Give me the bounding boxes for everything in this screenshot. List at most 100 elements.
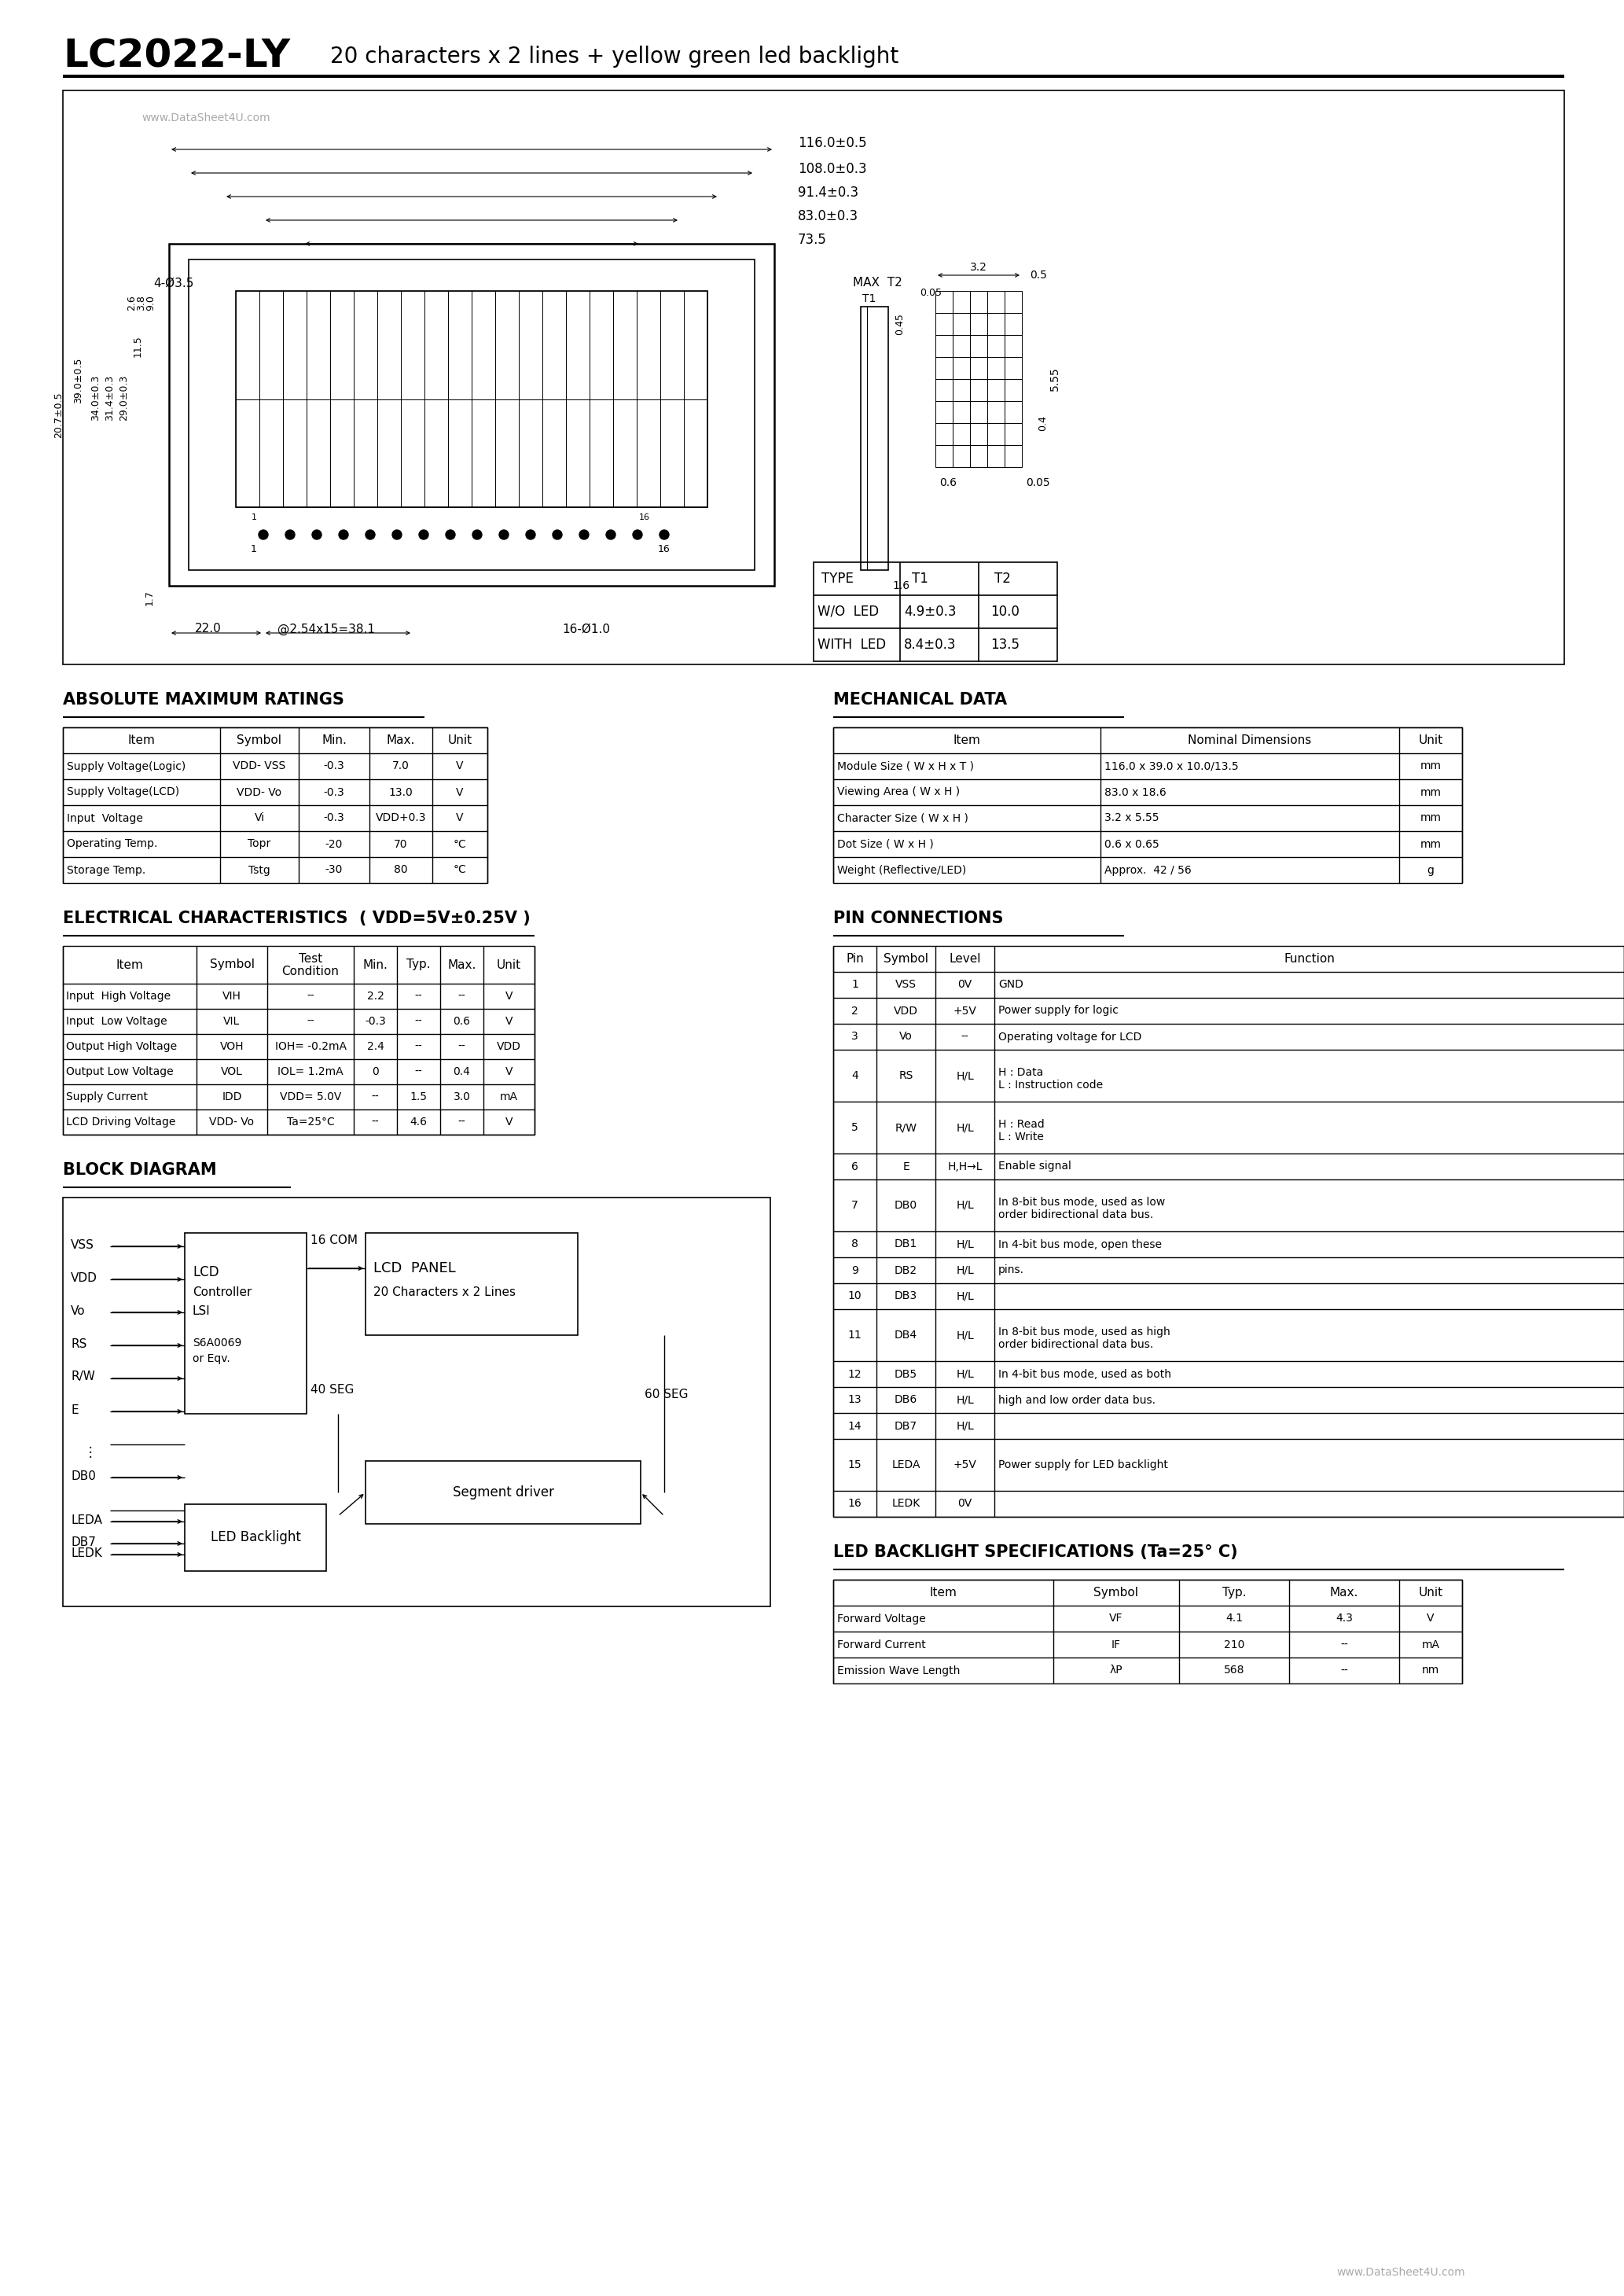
- Bar: [307, 400, 330, 507]
- Text: 568: 568: [1224, 1665, 1244, 1676]
- Text: Supply Voltage(Logic): Supply Voltage(Logic): [67, 760, 185, 771]
- Text: 0V: 0V: [958, 980, 973, 990]
- Text: 7: 7: [851, 1201, 857, 1210]
- Text: 210: 210: [1224, 1639, 1244, 1651]
- Text: Tstg: Tstg: [248, 866, 270, 875]
- Text: Min.: Min.: [362, 960, 388, 971]
- Text: LED Backlight: LED Backlight: [211, 1529, 300, 1545]
- Text: 4-Ø3.5: 4-Ø3.5: [153, 278, 193, 289]
- Text: VDD+0.3: VDD+0.3: [375, 813, 425, 824]
- Bar: [684, 292, 708, 400]
- Bar: [833, 946, 1624, 1518]
- Text: In 8-bit bus mode, used as low: In 8-bit bus mode, used as low: [999, 1196, 1164, 1208]
- Text: 16: 16: [848, 1499, 862, 1508]
- Circle shape: [526, 530, 536, 540]
- Text: Unit: Unit: [497, 960, 521, 971]
- Circle shape: [419, 530, 429, 540]
- Text: 7.0: 7.0: [393, 760, 409, 771]
- Bar: [365, 1460, 640, 1525]
- Text: V: V: [505, 1065, 513, 1077]
- Text: V: V: [456, 760, 463, 771]
- Bar: [471, 292, 495, 400]
- Text: BLOCK DIAGRAM: BLOCK DIAGRAM: [63, 1162, 216, 1178]
- Text: 40 SEG: 40 SEG: [310, 1384, 354, 1396]
- Text: Nominal Dimensions: Nominal Dimensions: [1189, 735, 1312, 746]
- Text: ⋮: ⋮: [84, 1444, 97, 1460]
- Text: 0.05: 0.05: [919, 287, 942, 298]
- Text: RS: RS: [71, 1339, 86, 1350]
- Bar: [953, 422, 970, 445]
- Text: VIH: VIH: [222, 992, 242, 1001]
- Text: g: g: [1427, 866, 1434, 875]
- Text: 1: 1: [252, 514, 257, 521]
- Bar: [354, 400, 377, 507]
- Text: 116.0 x 39.0 x 10.0/13.5: 116.0 x 39.0 x 10.0/13.5: [1104, 760, 1239, 771]
- Bar: [935, 379, 953, 402]
- Bar: [861, 308, 888, 569]
- Text: Character Size ( W x H ): Character Size ( W x H ): [836, 813, 968, 824]
- Bar: [1005, 379, 1021, 402]
- Text: T1: T1: [911, 572, 929, 585]
- Text: --: --: [414, 1040, 422, 1052]
- Text: Item: Item: [115, 960, 143, 971]
- Text: --: --: [414, 992, 422, 1001]
- Text: 8.4±0.3: 8.4±0.3: [905, 638, 957, 652]
- Circle shape: [365, 530, 375, 540]
- Bar: [354, 292, 377, 400]
- Bar: [235, 292, 708, 507]
- Text: 2: 2: [851, 1006, 857, 1017]
- Bar: [637, 292, 661, 400]
- Text: H/L: H/L: [957, 1070, 974, 1081]
- Text: Pin: Pin: [846, 953, 864, 964]
- Bar: [970, 445, 987, 466]
- Text: 11: 11: [848, 1329, 862, 1341]
- Bar: [935, 356, 953, 379]
- Text: In 8-bit bus mode, used as high: In 8-bit bus mode, used as high: [999, 1327, 1171, 1339]
- Bar: [661, 292, 684, 400]
- Text: --: --: [414, 1065, 422, 1077]
- Text: Item: Item: [953, 735, 981, 746]
- Text: WITH  LED: WITH LED: [817, 638, 887, 652]
- Text: LSI: LSI: [193, 1306, 211, 1318]
- Text: --: --: [307, 992, 315, 1001]
- Text: H/L: H/L: [957, 1265, 974, 1277]
- Text: DB3: DB3: [895, 1290, 918, 1302]
- Text: --: --: [372, 1116, 378, 1127]
- Text: E: E: [903, 1162, 909, 1171]
- Bar: [953, 356, 970, 379]
- Text: Supply Current: Supply Current: [67, 1091, 148, 1102]
- Text: --: --: [458, 1116, 466, 1127]
- Text: 29.0±0.3: 29.0±0.3: [119, 374, 130, 420]
- Text: Operating Temp.: Operating Temp.: [67, 838, 158, 850]
- Bar: [63, 946, 534, 1134]
- Text: LCD  PANEL: LCD PANEL: [374, 1261, 456, 1274]
- Text: 22.0: 22.0: [195, 622, 221, 636]
- Text: Symbol: Symbol: [883, 953, 929, 964]
- Text: -0.3: -0.3: [323, 813, 344, 824]
- Bar: [188, 259, 755, 569]
- Bar: [235, 292, 260, 400]
- Text: 10.0: 10.0: [991, 604, 1020, 620]
- Text: 16 COM: 16 COM: [310, 1235, 357, 1247]
- Bar: [448, 292, 471, 400]
- Bar: [970, 402, 987, 422]
- Text: LEDA: LEDA: [71, 1513, 102, 1527]
- Bar: [987, 402, 1005, 422]
- Text: 39.0±0.5: 39.0±0.5: [73, 358, 84, 404]
- Text: order bidirectional data bus.: order bidirectional data bus.: [999, 1210, 1153, 1221]
- Text: V: V: [1427, 1614, 1434, 1623]
- Bar: [935, 312, 953, 335]
- Bar: [614, 400, 637, 507]
- Text: --: --: [307, 1015, 315, 1026]
- Text: +5V: +5V: [953, 1006, 976, 1017]
- Bar: [401, 400, 424, 507]
- Text: 4: 4: [851, 1070, 857, 1081]
- Bar: [448, 400, 471, 507]
- Text: H/L: H/L: [957, 1240, 974, 1249]
- Text: VDD: VDD: [497, 1040, 521, 1052]
- Bar: [953, 312, 970, 335]
- Text: Test: Test: [299, 953, 323, 964]
- Bar: [970, 335, 987, 356]
- Text: 12: 12: [848, 1368, 862, 1380]
- Text: Vo: Vo: [71, 1304, 86, 1316]
